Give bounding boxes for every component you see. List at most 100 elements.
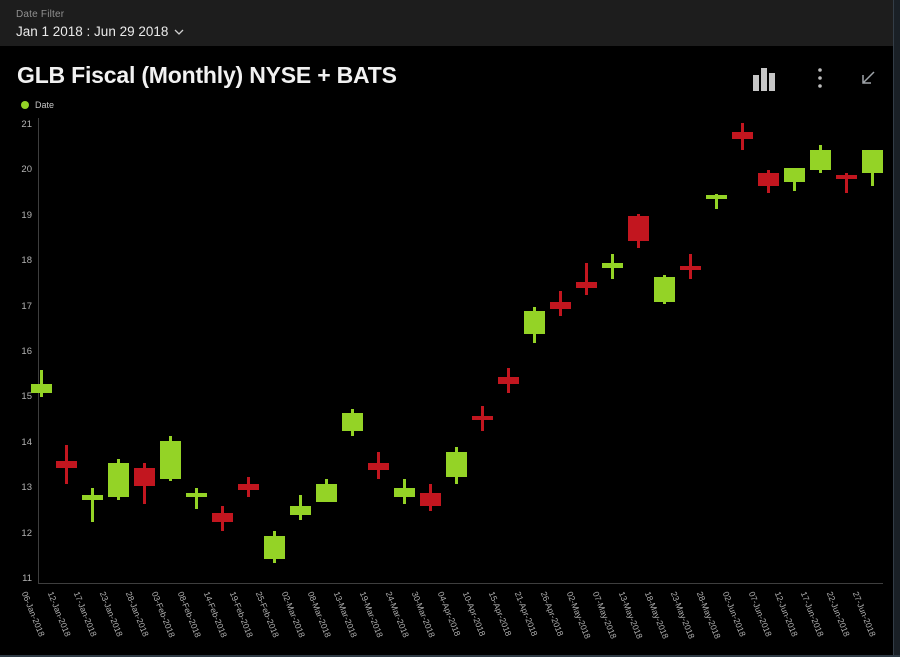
candle-wick xyxy=(844,172,848,194)
candle-body[interactable] xyxy=(264,535,286,559)
candle-body[interactable] xyxy=(212,513,234,523)
y-tick-label: 19 xyxy=(21,209,32,221)
x-axis-label: 17-Jan-2018 xyxy=(71,590,99,639)
candle-body[interactable] xyxy=(160,440,182,480)
x-axis-label: 17-Jun-2018 xyxy=(798,590,826,639)
y-tick-label: 15 xyxy=(21,391,32,403)
x-axis-label: 07-May-2018 xyxy=(591,590,620,641)
x-axis-label: 07-Jun-2018 xyxy=(746,590,775,639)
x-axis-label: 02-May-2018 xyxy=(565,590,594,641)
legend-label: Date xyxy=(35,100,55,110)
collapse-button[interactable] xyxy=(852,64,884,92)
date-filter-value: Jan 1 2018 : Jun 29 2018 xyxy=(16,23,169,39)
y-tick-label: 16 xyxy=(21,346,32,357)
candle-body[interactable] xyxy=(238,483,260,491)
x-axis-label: 24-Mar-2018 xyxy=(383,590,411,639)
candle-body[interactable] xyxy=(783,168,805,182)
candle-body[interactable] xyxy=(316,483,338,502)
candle-body[interactable] xyxy=(394,488,416,498)
candle-body[interactable] xyxy=(523,311,545,334)
x-axis-label: 30-Mar-2018 xyxy=(409,590,437,639)
kebab-menu-icon xyxy=(818,68,822,88)
candle-wick xyxy=(584,263,588,296)
candle-body[interactable] xyxy=(705,195,727,199)
right-edge-strip xyxy=(893,0,900,655)
x-axis-label: 23-May-2018 xyxy=(668,590,698,641)
candle-body[interactable] xyxy=(108,463,130,498)
x-axis-label: 08-Feb-2018 xyxy=(175,590,204,639)
chart-title: GLB Fiscal (Monthly) NYSE + BATS xyxy=(17,62,397,88)
x-axis-label: 19-Feb-2018 xyxy=(227,590,255,639)
candle-body[interactable] xyxy=(446,451,468,477)
candle-body[interactable] xyxy=(471,415,493,421)
x-axis-label: 28-May-2018 xyxy=(694,590,723,641)
y-axis-line xyxy=(38,118,39,583)
x-axis-label: 18-May-2018 xyxy=(642,590,672,641)
date-filter-dropdown[interactable]: Jan 1 2018 : Jun 29 2018 xyxy=(16,22,184,40)
candle-body[interactable] xyxy=(731,131,753,139)
candle-body[interactable] xyxy=(601,263,623,268)
x-axis-label: 03-Feb-2018 xyxy=(149,590,178,639)
chevron-down-icon xyxy=(174,29,184,35)
x-axis-label: 02-Jun-2018 xyxy=(720,590,749,639)
x-axis-label: 10-Apr-2018 xyxy=(461,590,489,638)
candle-wick xyxy=(91,488,95,523)
y-tick-label: 11 xyxy=(22,573,32,584)
candle-body[interactable] xyxy=(549,302,571,309)
x-axis-line xyxy=(38,583,883,584)
x-axis-label: 22-Jun-2018 xyxy=(824,590,852,639)
candle-body[interactable] xyxy=(497,376,519,384)
chart-type-button[interactable] xyxy=(748,64,780,92)
candle-body[interactable] xyxy=(56,460,78,468)
y-tick-label: 21 xyxy=(21,119,32,130)
candle-body[interactable] xyxy=(290,506,312,516)
x-axis-label: 25-Feb-2018 xyxy=(253,590,281,639)
x-axis-label: 02-Mar-2018 xyxy=(279,590,307,639)
x-axis-label: 14-Feb-2018 xyxy=(201,590,230,639)
x-axis-label: 21-Apr-2018 xyxy=(513,590,541,638)
x-axis-label: 04-Apr-2018 xyxy=(435,590,463,638)
more-options-button[interactable] xyxy=(804,64,836,92)
x-axis-label: 28-Jan-2018 xyxy=(123,590,151,639)
candle-body[interactable] xyxy=(653,277,675,303)
candle-wick xyxy=(714,194,718,209)
candle-body[interactable] xyxy=(575,281,597,289)
candle-body[interactable] xyxy=(809,149,831,171)
bar-chart-icon xyxy=(753,68,775,91)
y-tick-label: 17 xyxy=(21,300,32,312)
x-axis-label: 08-Mar-2018 xyxy=(305,590,333,639)
candle-body[interactable] xyxy=(757,172,779,187)
x-axis-label: 15-Apr-2018 xyxy=(487,590,515,638)
y-tick-label: 12 xyxy=(21,527,32,539)
x-axis-label: 06-Jan-2018 xyxy=(19,590,47,639)
legend-dot-icon xyxy=(21,101,29,109)
date-filter-bar: Date Filter Jan 1 2018 : Jun 29 2018 xyxy=(0,0,900,46)
candle-body[interactable] xyxy=(627,215,649,241)
candle-body[interactable] xyxy=(861,149,883,173)
x-axis-label: 13-May-2018 xyxy=(617,590,646,641)
arrow-down-left-icon xyxy=(862,71,875,84)
candle-body[interactable] xyxy=(30,383,52,393)
x-axis-label: 13-Mar-2018 xyxy=(331,590,359,639)
x-axis-label: 12-Jan-2018 xyxy=(45,590,73,639)
candle-body[interactable] xyxy=(368,463,390,471)
chart-legend: Date xyxy=(21,99,54,111)
candle-body[interactable] xyxy=(679,265,701,271)
candle-body[interactable] xyxy=(134,467,156,486)
candle-body[interactable] xyxy=(186,492,208,498)
x-axis-label: 27-Jun-2018 xyxy=(850,590,878,639)
x-axis-label: 23-Jan-2018 xyxy=(97,590,125,639)
y-tick-label: 14 xyxy=(21,436,32,448)
y-tick-label: 18 xyxy=(21,255,32,267)
x-axis-label: 19-Mar-2018 xyxy=(357,590,385,639)
candle-body[interactable] xyxy=(420,492,442,507)
candle-body[interactable] xyxy=(835,174,857,180)
candle-wick xyxy=(195,488,199,509)
x-axis-label: 26-Apr-2018 xyxy=(539,590,567,638)
x-axis-label: 12-Jun-2018 xyxy=(772,590,801,639)
candle-body[interactable] xyxy=(342,413,364,432)
candle-body[interactable] xyxy=(82,495,104,500)
y-tick-label: 20 xyxy=(21,164,32,176)
y-tick-label: 13 xyxy=(21,482,32,494)
